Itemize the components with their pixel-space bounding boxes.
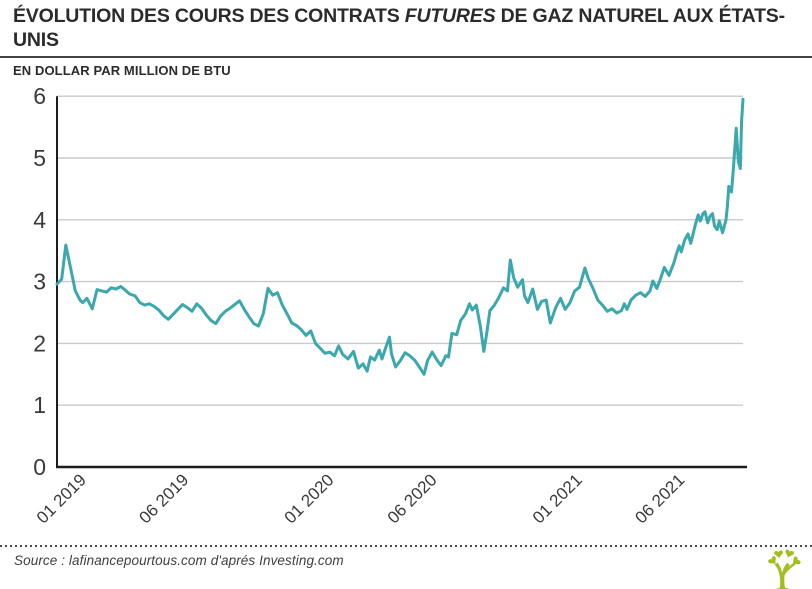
x-tick-label: 06 2021 xyxy=(631,470,688,527)
y-tick-label-6: 6 xyxy=(33,85,46,109)
title-text-italic: FUTURES xyxy=(404,5,496,27)
y-tick-label-5: 5 xyxy=(33,145,46,171)
title-text-1: ÉVOLUTION DES COURS DES CONTRATS xyxy=(13,5,400,27)
x-tick-label: 01 2021 xyxy=(529,470,586,527)
source-credit: Source : lafinancepourtous.com d'aprés I… xyxy=(14,553,344,568)
title-divider xyxy=(0,56,812,58)
y-tick-label-0: 0 xyxy=(33,454,46,480)
x-tick-label: 06 2019 xyxy=(135,470,192,527)
x-tick-label: 06 2020 xyxy=(384,470,441,527)
y-tick-label-3: 3 xyxy=(33,269,46,295)
price-line-series xyxy=(55,97,745,376)
dotted-divider xyxy=(0,545,812,547)
x-tick-label: 01 2020 xyxy=(281,470,338,527)
title-text-2: DE GAZ NATUREL AUX ÉTATS-UNIS xyxy=(13,5,785,51)
tree-icon xyxy=(768,549,801,589)
y-tick-label-2: 2 xyxy=(33,330,46,356)
chart-unit-subtitle: EN DOLLAR PAR MILLION DE BTU xyxy=(13,63,231,78)
y-tick-label-1: 1 xyxy=(33,392,46,418)
footer: Source : lafinancepourtous.com d'aprés I… xyxy=(0,545,812,589)
page-title: ÉVOLUTION DES COURS DES CONTRATS FUTURES… xyxy=(13,5,802,53)
y-tick-label-4: 4 xyxy=(33,207,46,233)
